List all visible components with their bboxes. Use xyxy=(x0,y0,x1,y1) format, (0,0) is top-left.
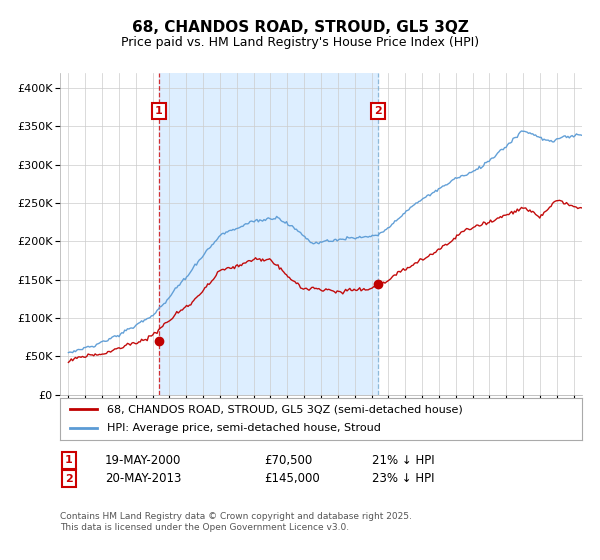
Text: Price paid vs. HM Land Registry's House Price Index (HPI): Price paid vs. HM Land Registry's House … xyxy=(121,36,479,49)
Text: £70,500: £70,500 xyxy=(264,454,312,467)
Text: Contains HM Land Registry data © Crown copyright and database right 2025.
This d: Contains HM Land Registry data © Crown c… xyxy=(60,512,412,532)
Text: 20-MAY-2013: 20-MAY-2013 xyxy=(105,472,181,486)
Text: HPI: Average price, semi-detached house, Stroud: HPI: Average price, semi-detached house,… xyxy=(107,423,381,433)
Text: 1: 1 xyxy=(155,106,163,116)
Bar xyxy=(159,73,378,395)
Text: £145,000: £145,000 xyxy=(264,472,320,486)
Text: 19-MAY-2000: 19-MAY-2000 xyxy=(105,454,181,467)
Text: 68, CHANDOS ROAD, STROUD, GL5 3QZ: 68, CHANDOS ROAD, STROUD, GL5 3QZ xyxy=(131,20,469,35)
Text: 2: 2 xyxy=(65,474,73,484)
Text: 21% ↓ HPI: 21% ↓ HPI xyxy=(372,454,434,467)
Text: 23% ↓ HPI: 23% ↓ HPI xyxy=(372,472,434,486)
Text: 68, CHANDOS ROAD, STROUD, GL5 3QZ (semi-detached house): 68, CHANDOS ROAD, STROUD, GL5 3QZ (semi-… xyxy=(107,404,463,414)
Text: 2: 2 xyxy=(374,106,382,116)
Text: 1: 1 xyxy=(65,455,73,465)
